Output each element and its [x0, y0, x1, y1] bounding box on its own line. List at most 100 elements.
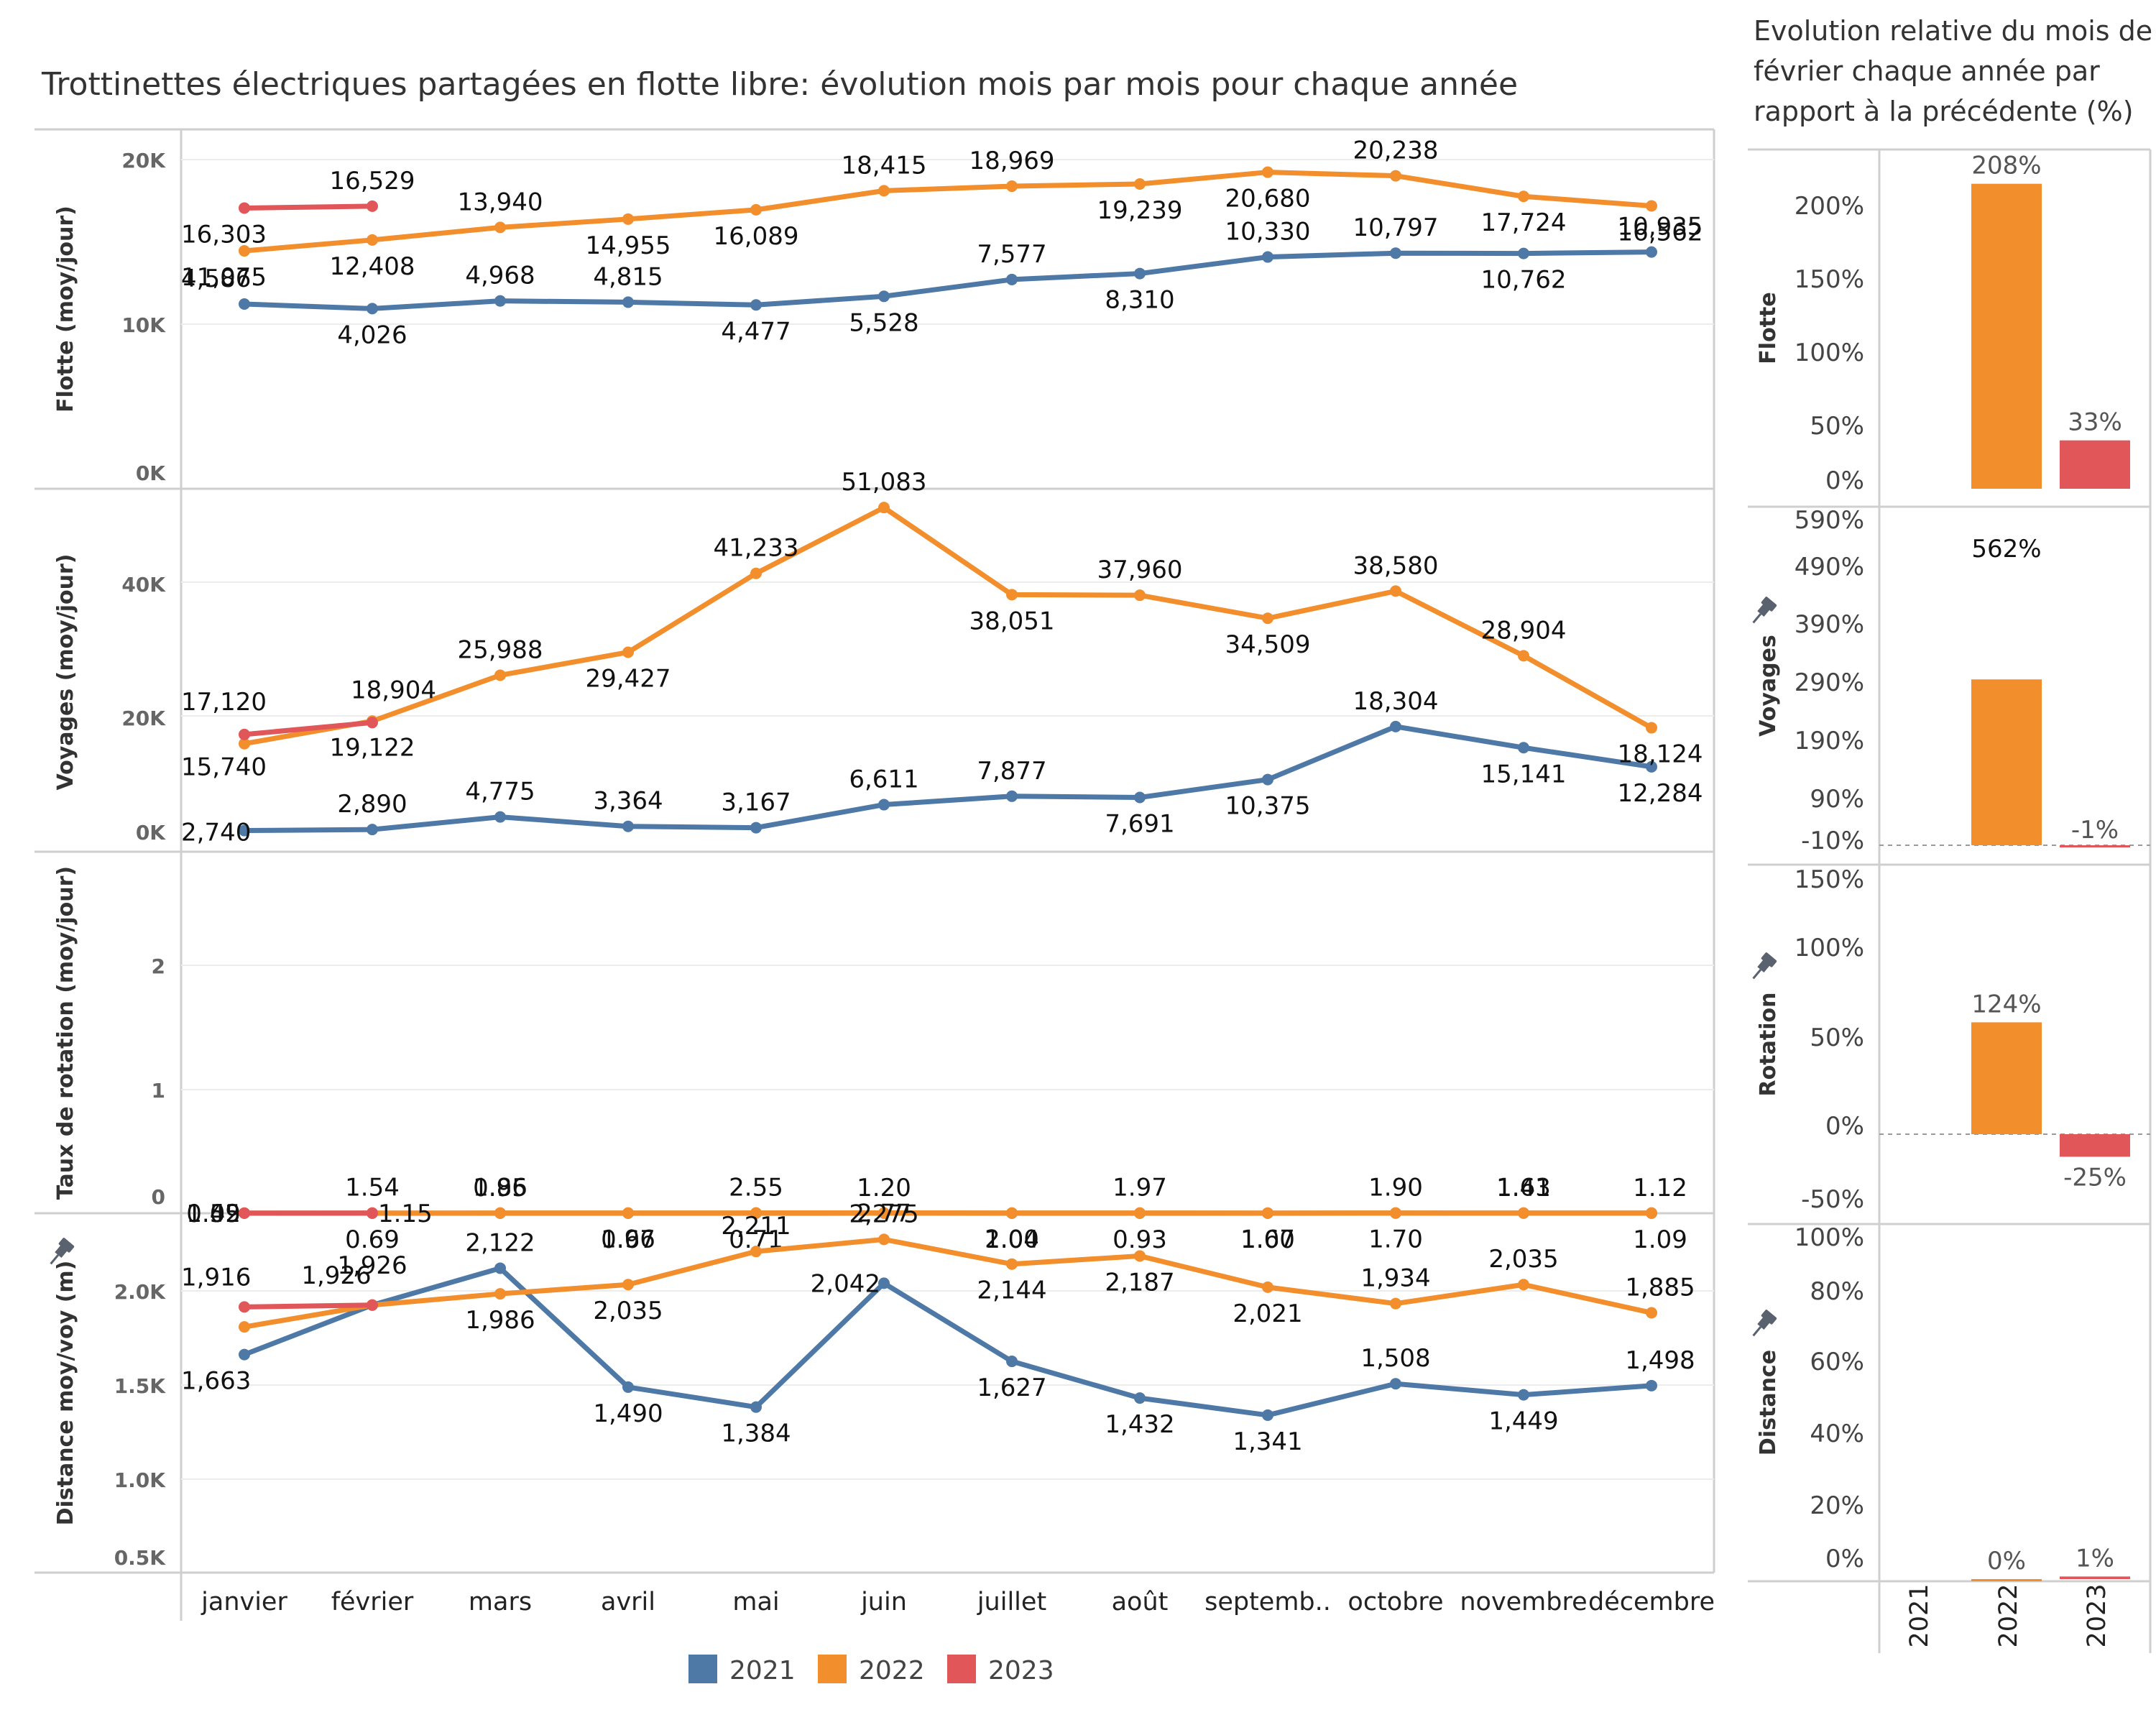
bar-flotte-2022[interactable]	[1971, 183, 2042, 489]
data-point-rotation-2022[interactable]	[622, 1207, 634, 1219]
data-point-voyages-2021[interactable]	[239, 824, 250, 837]
data-point-distance-2021[interactable]	[1134, 1392, 1146, 1404]
data-point-voyages-2021[interactable]	[1390, 720, 1401, 732]
data-point-distance-2022[interactable]	[878, 1233, 890, 1246]
data-point-rotation-2023[interactable]	[239, 1207, 250, 1219]
data-point-distance-2021[interactable]	[878, 1277, 890, 1289]
data-point-distance-2022[interactable]	[1262, 1281, 1273, 1293]
data-point-voyages-2021[interactable]	[1134, 791, 1146, 804]
data-point-voyages-2021[interactable]	[622, 820, 634, 832]
data-point-distance-2022[interactable]	[1646, 1307, 1657, 1319]
data-point-flotte-2022[interactable]	[1646, 200, 1657, 212]
data-point-rotation-2022[interactable]	[750, 1207, 762, 1219]
data-point-distance-2023[interactable]	[367, 1299, 378, 1311]
data-point-rotation-2022[interactable]	[878, 1207, 890, 1219]
data-point-flotte-2022[interactable]	[1518, 190, 1529, 203]
data-point-rotation-2023[interactable]	[367, 1207, 378, 1219]
bar-voyages-2022[interactable]	[1971, 679, 2042, 845]
data-point-voyages-2021[interactable]	[1006, 790, 1018, 802]
data-point-voyages-2021[interactable]	[1646, 760, 1657, 773]
data-point-flotte-2021[interactable]	[367, 303, 378, 315]
data-point-distance-2022[interactable]	[622, 1279, 634, 1291]
bar-rotation-2023[interactable]	[2060, 1134, 2130, 1157]
data-point-voyages-2022[interactable]	[1390, 585, 1401, 597]
bar-distance-2022[interactable]	[1971, 1579, 2042, 1581]
data-point-flotte-2021[interactable]	[622, 296, 634, 308]
data-point-flotte-2021[interactable]	[1006, 273, 1018, 285]
data-point-flotte-2021[interactable]	[1518, 247, 1529, 259]
data-point-flotte-2022[interactable]	[622, 213, 634, 225]
pin-icon[interactable]	[45, 1237, 75, 1268]
data-point-distance-2022[interactable]	[239, 1321, 250, 1333]
bar-y-tick: 190%	[1795, 727, 1864, 755]
data-point-flotte-2021[interactable]	[750, 299, 762, 311]
data-point-rotation-2022[interactable]	[1262, 1207, 1273, 1219]
data-point-flotte-2021[interactable]	[1134, 267, 1146, 280]
data-point-voyages-2022[interactable]	[239, 737, 250, 750]
data-point-distance-2021[interactable]	[1390, 1378, 1401, 1390]
data-point-flotte-2022[interactable]	[239, 245, 250, 257]
data-point-flotte-2022[interactable]	[367, 234, 378, 246]
data-point-distance-2021[interactable]	[1518, 1389, 1529, 1401]
bar-rotation-2022[interactable]	[1971, 1022, 2042, 1134]
data-point-distance-2022[interactable]	[494, 1288, 506, 1300]
data-point-voyages-2022[interactable]	[494, 669, 506, 681]
data-point-voyages-2022[interactable]	[1518, 650, 1529, 662]
data-point-distance-2022[interactable]	[1390, 1297, 1401, 1310]
data-point-voyages-2021[interactable]	[878, 799, 890, 811]
data-point-distance-2022[interactable]	[1134, 1250, 1146, 1262]
data-point-voyages-2022[interactable]	[1006, 589, 1018, 601]
data-point-voyages-2022[interactable]	[878, 502, 890, 514]
pin-icon[interactable]	[1748, 952, 1777, 983]
data-point-voyages-2021[interactable]	[367, 824, 378, 836]
data-point-flotte-2023[interactable]	[239, 202, 250, 214]
data-point-voyages-2022[interactable]	[622, 646, 634, 658]
pin-icon[interactable]	[1748, 596, 1777, 627]
data-point-distance-2022[interactable]	[1518, 1279, 1529, 1291]
data-point-rotation-2022[interactable]	[1006, 1207, 1018, 1219]
data-point-flotte-2022[interactable]	[1390, 170, 1401, 182]
data-point-rotation-2022[interactable]	[494, 1207, 506, 1219]
data-point-voyages-2021[interactable]	[494, 811, 506, 823]
data-point-distance-2021[interactable]	[239, 1348, 250, 1361]
data-point-flotte-2022[interactable]	[1262, 166, 1273, 178]
data-point-voyages-2022[interactable]	[1646, 722, 1657, 734]
data-point-voyages-2022[interactable]	[1134, 589, 1146, 602]
data-point-flotte-2021[interactable]	[1262, 251, 1273, 263]
data-point-rotation-2022[interactable]	[1646, 1207, 1657, 1219]
bar-distance-2023[interactable]	[2060, 1576, 2130, 1579]
data-point-distance-2021[interactable]	[494, 1262, 506, 1274]
data-point-voyages-2023[interactable]	[239, 728, 250, 740]
data-point-voyages-2023[interactable]	[367, 717, 378, 729]
data-point-distance-2023[interactable]	[239, 1301, 250, 1313]
data-point-voyages-2022[interactable]	[1262, 612, 1273, 625]
data-point-rotation-2022[interactable]	[1390, 1207, 1401, 1219]
data-point-flotte-2021[interactable]	[878, 290, 890, 303]
data-point-flotte-2022[interactable]	[1134, 178, 1146, 190]
bar-flotte-2023[interactable]	[2060, 440, 2130, 489]
data-point-flotte-2021[interactable]	[494, 295, 506, 307]
data-point-voyages-2021[interactable]	[750, 822, 762, 834]
data-point-distance-2021[interactable]	[750, 1401, 762, 1413]
bar-voyages-2023[interactable]	[2060, 845, 2130, 847]
data-point-flotte-2022[interactable]	[750, 203, 762, 216]
data-point-distance-2021[interactable]	[1646, 1379, 1657, 1392]
data-point-rotation-2022[interactable]	[1518, 1207, 1529, 1219]
pin-icon[interactable]	[1748, 1309, 1777, 1340]
data-point-distance-2021[interactable]	[1262, 1409, 1273, 1421]
data-point-flotte-2021[interactable]	[1390, 247, 1401, 259]
data-point-voyages-2022[interactable]	[750, 567, 762, 579]
data-point-flotte-2022[interactable]	[494, 221, 506, 234]
data-point-distance-2021[interactable]	[1006, 1356, 1018, 1368]
data-point-flotte-2021[interactable]	[239, 298, 250, 310]
data-point-flotte-2022[interactable]	[1006, 180, 1018, 193]
data-point-voyages-2021[interactable]	[1262, 773, 1273, 786]
data-point-flotte-2022[interactable]	[878, 185, 890, 197]
data-point-distance-2022[interactable]	[750, 1246, 762, 1258]
data-point-voyages-2021[interactable]	[1518, 742, 1529, 754]
data-point-flotte-2021[interactable]	[1646, 246, 1657, 258]
data-point-rotation-2022[interactable]	[1134, 1207, 1146, 1219]
data-point-distance-2022[interactable]	[1006, 1258, 1018, 1270]
data-point-distance-2021[interactable]	[622, 1381, 634, 1393]
data-point-flotte-2023[interactable]	[367, 200, 378, 212]
